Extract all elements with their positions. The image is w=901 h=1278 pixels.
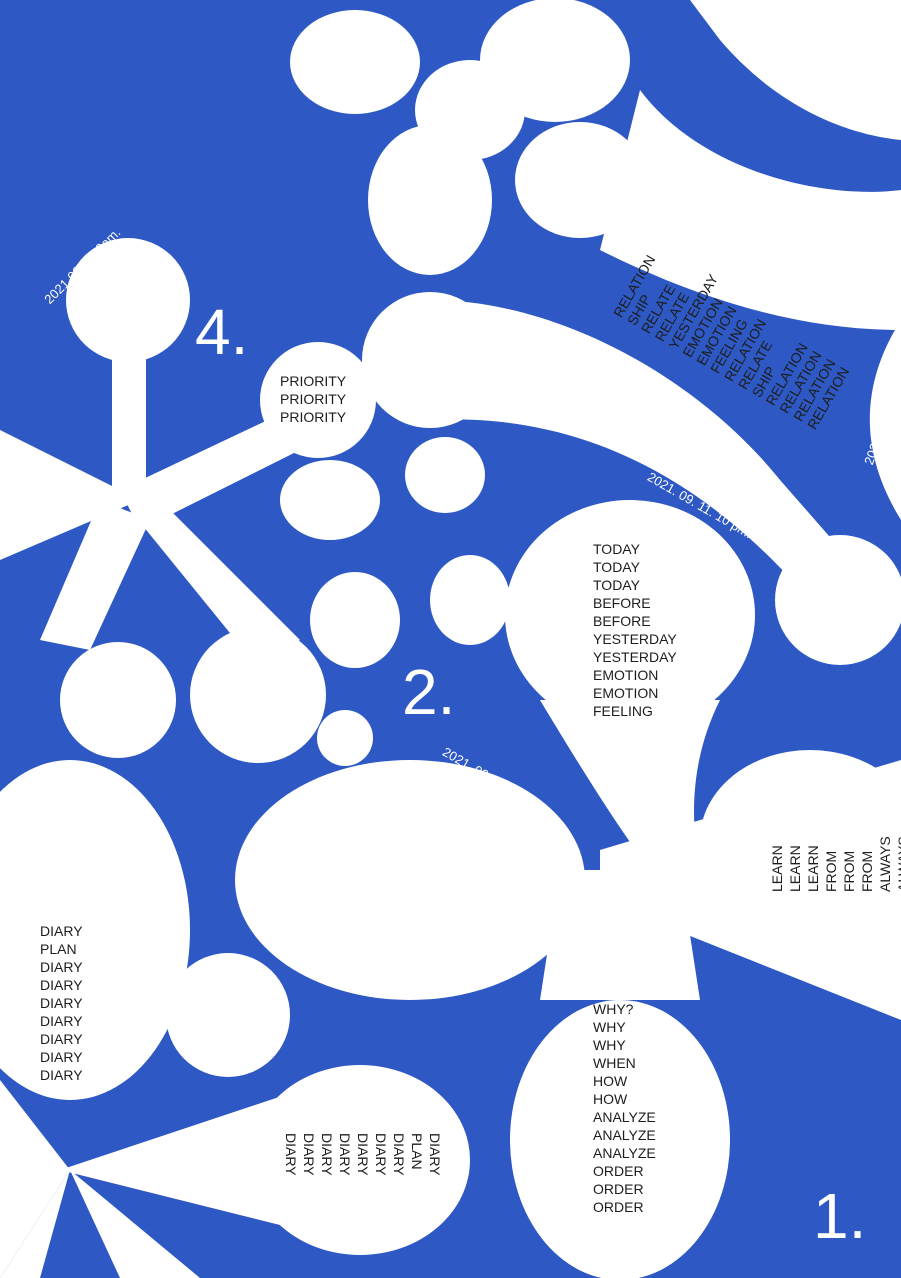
number-1: 1.: [813, 1180, 867, 1252]
list-diary-left: DIARY PLAN DIARY DIARY DIARY DIARY DIARY…: [40, 923, 83, 1083]
blob-big-clover: [235, 750, 901, 1278]
blob-relation-arc: [362, 292, 901, 665]
list-diary-bottom: DIARY PLAN DIARY DIARY DIARY DIARY DIARY…: [283, 1133, 443, 1176]
blob-left-star: [0, 238, 376, 763]
number-2: 2.: [402, 656, 456, 728]
blob-top-right: [600, 0, 901, 330]
blob-diary: [0, 760, 470, 1278]
number-4: 4.: [195, 296, 249, 368]
number-3: 3.: [800, 32, 854, 104]
list-learn: LEARN LEARN LEARN FROM FROM FROM ALWAYS …: [769, 836, 901, 892]
list-priority: PRIORITY PRIORITY PRIORITY: [280, 373, 347, 425]
blob-small-clover: [280, 437, 510, 766]
list-today: TODAY TODAY TODAY BEFORE BEFORE YESTERDA…: [593, 541, 677, 719]
list-why: WHY? WHY WHY WHEN HOW HOW ANALYZE ANALYZ…: [593, 1001, 656, 1215]
blob-top-clover: [290, 0, 645, 275]
